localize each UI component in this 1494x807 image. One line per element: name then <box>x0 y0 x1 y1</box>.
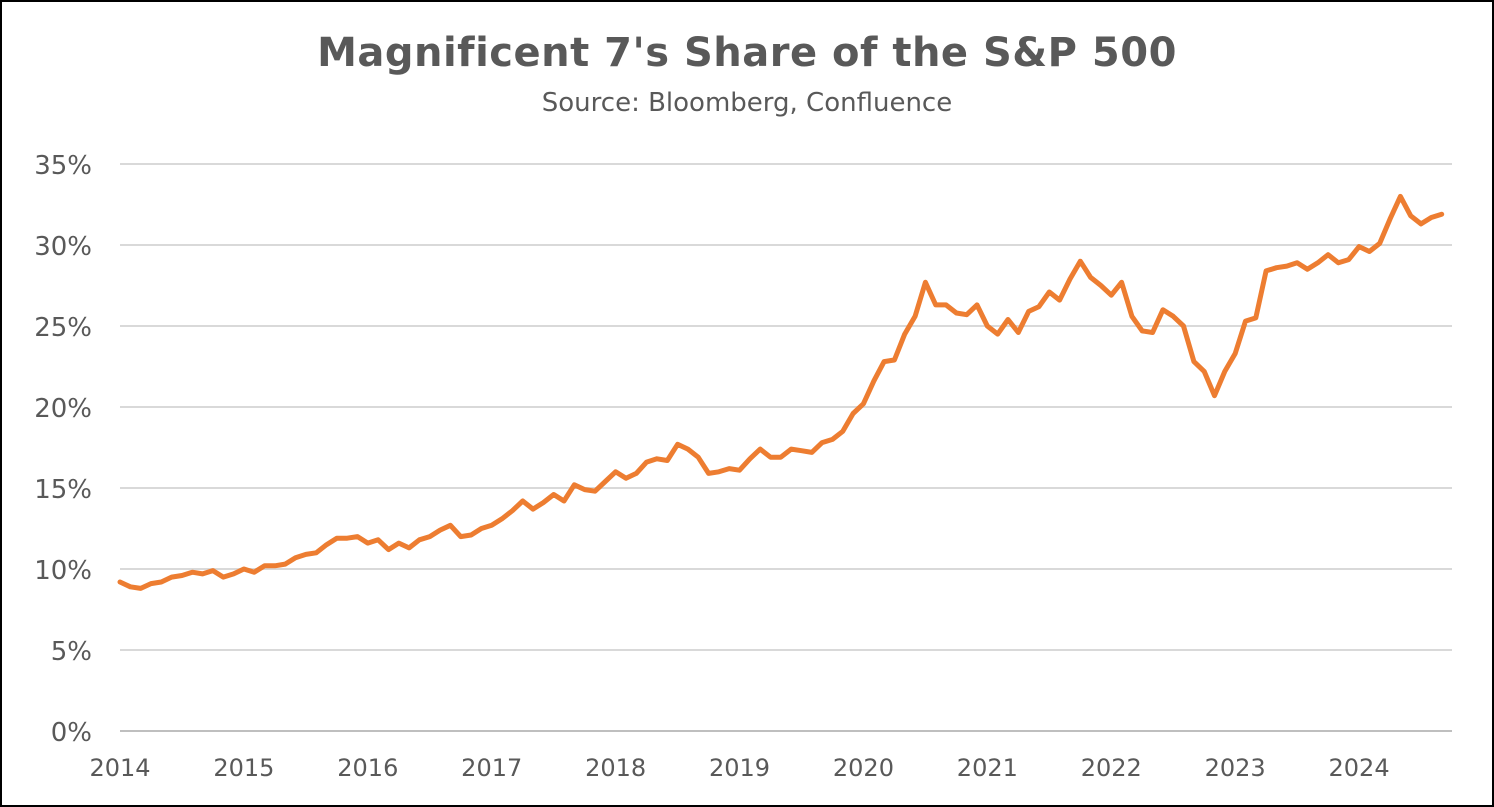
y-tick-label: 10% <box>34 556 92 586</box>
x-tick-label: 2024 <box>1329 754 1390 782</box>
x-tick-label: 2017 <box>461 754 522 782</box>
gridlines <box>120 163 1452 651</box>
y-axis-tick-labels: 0% 5% 10% 15% 20% 25% 30% 35% <box>34 151 92 748</box>
y-tick-label: 15% <box>34 475 92 505</box>
x-tick-label: 2021 <box>957 754 1018 782</box>
x-axis-tick-labels: 2014 2015 2016 2017 2018 2019 2020 2021 2022 2023… <box>89 754 1389 782</box>
y-tick-label: 35% <box>34 151 92 181</box>
y-tick-label: 30% <box>34 232 92 262</box>
x-tick-label: 2022 <box>1081 754 1142 782</box>
series-line <box>117 193 1445 591</box>
y-tick-label: 20% <box>34 394 92 424</box>
y-tick-label: 0% <box>51 718 92 748</box>
x-tick-label: 2015 <box>213 754 274 782</box>
chart-title: Magnificent 7's Share of the S&P 500 <box>317 30 1177 76</box>
x-tick-label: 2023 <box>1205 754 1266 782</box>
x-tick-label: 2019 <box>709 754 770 782</box>
series-lines <box>117 193 1445 591</box>
y-tick-label: 25% <box>34 313 92 343</box>
x-tick-label: 2020 <box>833 754 894 782</box>
chart-subtitle: Source: Bloomberg, Confluence <box>541 88 953 118</box>
x-tick-label: 2018 <box>585 754 646 782</box>
x-tick-label: 2016 <box>337 754 398 782</box>
y-tick-label: 5% <box>51 637 92 667</box>
x-tick-label: 2014 <box>89 754 150 782</box>
